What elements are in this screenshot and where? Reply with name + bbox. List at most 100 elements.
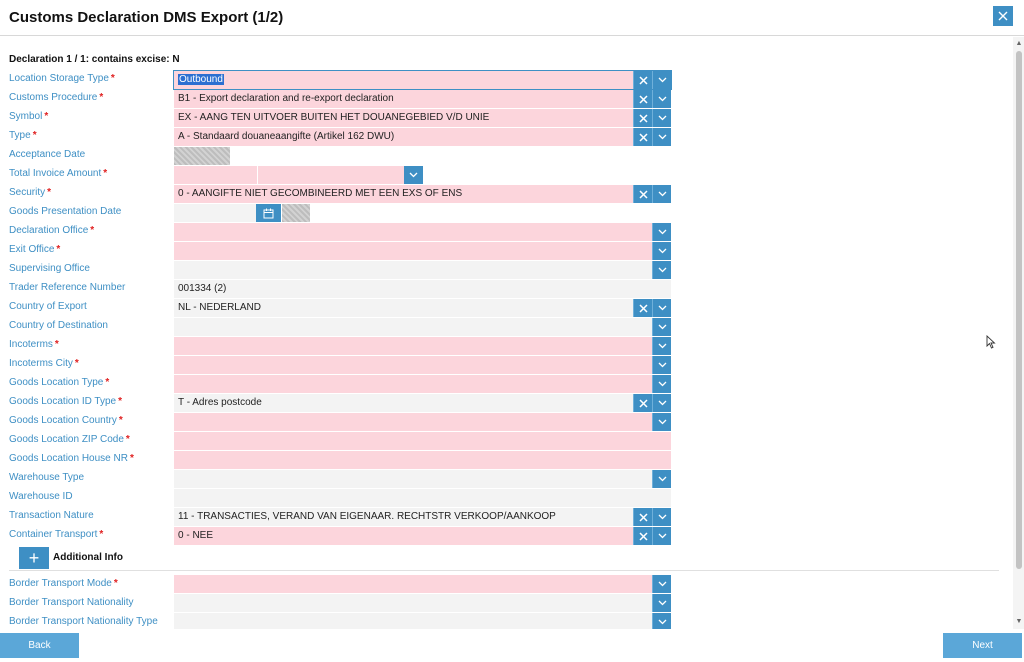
dropdown-border-transport-mode-button[interactable] xyxy=(652,575,671,593)
vertical-scrollbar[interactable]: ▲ ▼ xyxy=(1013,37,1024,629)
declaration-header: Declaration 1 / 1: contains excise: N xyxy=(9,54,180,65)
goods-location-zip-code-input[interactable] xyxy=(174,432,671,450)
transaction-nature-select[interactable]: 11 - TRANSACTIES, VERAND VAN EIGENAAR. R… xyxy=(174,508,671,526)
dropdown-invoice-currency-button[interactable] xyxy=(404,166,423,184)
dropdown-location-storage-type-button[interactable] xyxy=(652,71,671,89)
scrollbar-thumb[interactable] xyxy=(1016,51,1022,569)
dropdown-incoterms-button[interactable] xyxy=(652,337,671,355)
dropdown-exit-office-button[interactable] xyxy=(652,242,671,260)
dropdown-goods-location-country-button[interactable] xyxy=(652,413,671,431)
close-icon xyxy=(998,11,1008,21)
dropdown-security-button[interactable] xyxy=(652,185,671,203)
dialog-footer: Back Next xyxy=(0,629,1024,662)
back-button[interactable]: Back xyxy=(0,633,79,658)
declaration-office-select[interactable] xyxy=(174,223,671,241)
clear-icon xyxy=(638,398,648,408)
label-incoterms-city: Incoterms City * xyxy=(9,358,79,369)
customs-procedure-select[interactable]: B1 - Export declaration and re-export de… xyxy=(174,90,671,108)
clear-customs-procedure-button[interactable] xyxy=(633,90,652,108)
security-select[interactable]: 0 - AANGIFTE NIET GECOMBINEERD MET EEN E… xyxy=(174,185,671,203)
clear-transaction-nature-button[interactable] xyxy=(633,508,652,526)
location-storage-type-select[interactable]: Outbound xyxy=(173,70,672,90)
label-goods-location-type: Goods Location Type * xyxy=(9,377,110,388)
dropdown-incoterms-city-button[interactable] xyxy=(652,356,671,374)
label-total-invoice-amount: Total Invoice Amount * xyxy=(9,168,108,179)
label-border-transport-nationality: Border Transport Nationality xyxy=(9,597,134,608)
goods-location-house-nr-input[interactable] xyxy=(174,451,671,469)
label-incoterms: Incoterms * xyxy=(9,339,59,350)
clear-security-button[interactable] xyxy=(633,185,652,203)
incoterms-select[interactable] xyxy=(174,337,671,355)
add-additional-info-button[interactable]: + xyxy=(19,547,49,569)
label-acceptance-date: Acceptance Date xyxy=(9,149,86,160)
chevron-down-icon xyxy=(658,267,666,273)
label-warehouse-id: Warehouse ID xyxy=(9,491,73,502)
goods-location-type-select[interactable] xyxy=(174,375,671,393)
label-goods-location-house-nr: Goods Location House NR * xyxy=(9,453,134,464)
dropdown-border-transport-nationality-button[interactable] xyxy=(652,594,671,612)
scroll-up-arrow-icon[interactable]: ▲ xyxy=(1015,40,1023,47)
supervising-office-select[interactable] xyxy=(174,261,671,279)
label-transaction-nature: Transaction Nature xyxy=(9,510,94,521)
warehouse-type-select[interactable] xyxy=(174,470,671,488)
dropdown-goods-location-id-type-button[interactable] xyxy=(652,394,671,412)
label-trader-reference-number: Trader Reference Number xyxy=(9,282,126,293)
border-transport-nationality-select[interactable] xyxy=(174,594,671,612)
dropdown-country-of-destination-button[interactable] xyxy=(652,318,671,336)
dropdown-country-of-export-button[interactable] xyxy=(652,299,671,317)
dropdown-type-button[interactable] xyxy=(652,128,671,146)
clear-icon xyxy=(638,113,648,123)
plus-icon: + xyxy=(28,547,40,568)
dropdown-symbol-button[interactable] xyxy=(652,109,671,127)
section-divider xyxy=(9,570,999,571)
chevron-down-icon xyxy=(658,191,666,197)
container-transport-select[interactable]: 0 - NEE xyxy=(174,527,671,545)
close-button[interactable] xyxy=(993,6,1013,26)
chevron-down-icon xyxy=(658,362,666,368)
clear-container-transport-button[interactable] xyxy=(633,527,652,545)
country-of-export-select[interactable]: NL - NEDERLAND xyxy=(174,299,671,317)
country-of-destination-select[interactable] xyxy=(174,318,671,336)
goods-presentation-time-field xyxy=(282,204,310,222)
dropdown-customs-procedure-button[interactable] xyxy=(652,90,671,108)
dropdown-border-transport-nationality-type-button[interactable] xyxy=(652,613,671,629)
chevron-down-icon xyxy=(658,115,666,121)
goods-presentation-date-picker-button[interactable] xyxy=(256,204,281,222)
next-button[interactable]: Next xyxy=(943,633,1022,658)
clear-icon xyxy=(638,303,648,313)
clear-goods-location-id-type-button[interactable] xyxy=(633,394,652,412)
dropdown-container-transport-button[interactable] xyxy=(652,527,671,545)
dropdown-warehouse-type-button[interactable] xyxy=(652,470,671,488)
dropdown-transaction-nature-button[interactable] xyxy=(652,508,671,526)
total-invoice-amount-input[interactable] xyxy=(174,166,257,184)
label-border-transport-mode: Border Transport Mode * xyxy=(9,578,118,589)
clear-icon xyxy=(638,189,648,199)
label-customs-procedure: Customs Procedure * xyxy=(9,92,104,103)
clear-icon xyxy=(638,531,648,541)
dropdown-goods-location-type-button[interactable] xyxy=(652,375,671,393)
type-select[interactable]: A - Standaard douaneaangifte (Artikel 16… xyxy=(174,128,671,146)
border-transport-mode-select[interactable] xyxy=(174,575,671,593)
clear-country-of-export-button[interactable] xyxy=(633,299,652,317)
label-country-of-destination: Country of Destination xyxy=(9,320,108,331)
clear-location-storage-type-button[interactable] xyxy=(633,71,652,89)
dropdown-supervising-office-button[interactable] xyxy=(652,261,671,279)
clear-icon xyxy=(638,94,648,104)
exit-office-select[interactable] xyxy=(174,242,671,260)
dialog-titlebar: Customs Declaration DMS Export (1/2) xyxy=(0,0,1024,36)
goods-presentation-date-input[interactable] xyxy=(174,204,256,222)
warehouse-id-input[interactable] xyxy=(174,489,671,507)
goods-location-id-type-select[interactable]: T - Adres postcode xyxy=(174,394,671,412)
scroll-down-arrow-icon[interactable]: ▼ xyxy=(1015,618,1023,625)
label-goods-presentation-date: Goods Presentation Date xyxy=(9,206,122,217)
goods-location-country-select[interactable] xyxy=(174,413,671,431)
symbol-select[interactable]: EX - AANG TEN UITVOER BUITEN HET DOUANEG… xyxy=(174,109,671,127)
dropdown-declaration-office-button[interactable] xyxy=(652,223,671,241)
invoice-currency-select[interactable] xyxy=(258,166,404,184)
border-transport-nationality-type-select[interactable] xyxy=(174,613,671,629)
label-container-transport: Container Transport * xyxy=(9,529,104,540)
incoterms-city-select[interactable] xyxy=(174,356,671,374)
clear-type-button[interactable] xyxy=(633,128,652,146)
chevron-down-icon xyxy=(658,533,666,539)
clear-symbol-button[interactable] xyxy=(633,109,652,127)
